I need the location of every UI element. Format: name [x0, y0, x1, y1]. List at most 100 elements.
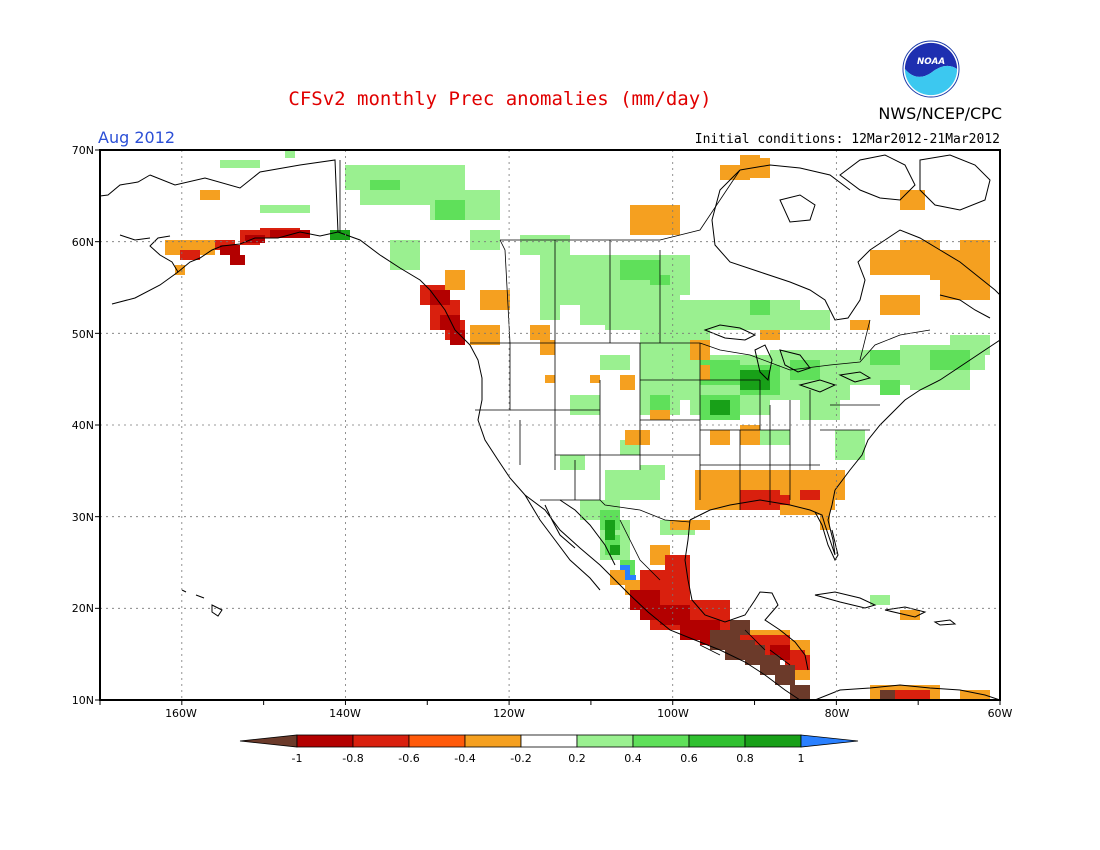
anomaly-cell	[540, 340, 555, 355]
legend-label: 0.4	[624, 752, 642, 765]
political-borders	[339, 160, 931, 666]
anomaly-cell	[600, 355, 630, 370]
logo-text: NOAA	[917, 57, 945, 67]
lon-label-60w: 60W	[988, 707, 1013, 720]
anomaly-cell	[545, 375, 555, 383]
anomaly-cell	[625, 430, 650, 445]
anomaly-cell	[165, 240, 215, 255]
anomaly-cell	[760, 310, 830, 330]
lat-label-30n: 30N	[72, 511, 94, 524]
anomaly-cell	[230, 255, 245, 265]
anomaly-cell	[740, 155, 760, 165]
anomaly-cell	[730, 620, 750, 635]
legend-left-arrow	[239, 734, 298, 748]
anomaly-cell	[520, 240, 560, 250]
anomaly-cell	[960, 690, 990, 700]
initial-conditions: Initial conditions: 12Mar2012-21Mar2012	[694, 132, 1000, 147]
anomaly-cell	[650, 410, 670, 420]
anomaly-cell	[760, 330, 780, 340]
anomaly-cell	[180, 250, 200, 260]
anomaly-cell	[800, 490, 820, 500]
anomaly-cell	[540, 300, 560, 320]
lon-label-80w: 80W	[825, 707, 850, 720]
anomaly-cell	[630, 205, 680, 235]
lat-label-50n: 50N	[72, 328, 94, 341]
legend-color-box	[464, 734, 522, 748]
anomaly-cell	[960, 240, 990, 250]
anomaly-cell	[800, 400, 840, 420]
legend-color-box	[352, 734, 410, 748]
anomaly-cell	[710, 400, 730, 415]
legend-color-box	[632, 734, 690, 748]
anomaly-cell	[640, 610, 660, 620]
legend-color-box	[576, 734, 634, 748]
anomaly-cell	[930, 250, 990, 280]
anomaly-cell	[640, 300, 710, 340]
anomaly-cell	[470, 325, 500, 345]
lat-label-70n: 70N	[72, 144, 94, 157]
anomaly-cell	[910, 690, 930, 700]
legend-label: -0.2	[510, 752, 531, 765]
anomaly-field	[165, 150, 990, 700]
anomaly-cell	[630, 590, 660, 610]
anomaly-cell	[720, 165, 750, 180]
legend-color-box	[744, 734, 802, 748]
anomaly-cell	[445, 270, 465, 290]
anomaly-cell	[200, 190, 220, 200]
anomaly-cell	[220, 245, 240, 255]
anomaly-cell	[450, 330, 465, 345]
legend-color-box	[688, 734, 746, 748]
anomaly-cell	[570, 395, 600, 415]
anomaly-cell	[880, 295, 920, 315]
anomaly-cell	[880, 690, 895, 700]
anomaly-cell	[775, 665, 795, 685]
anomaly-cell	[270, 230, 300, 238]
legend-color-box	[408, 734, 466, 748]
anomaly-cell	[610, 545, 620, 555]
legend-color-box	[296, 734, 354, 748]
lat-label-40n: 40N	[72, 419, 94, 432]
legend-label: 0.6	[680, 752, 698, 765]
anomaly-cell	[440, 315, 460, 330]
noaa-logo: NOAA	[902, 40, 960, 98]
anomaly-cell	[890, 690, 920, 700]
anomaly-cell	[750, 300, 770, 315]
anomaly-cell	[760, 430, 790, 445]
legend-label: -0.6	[398, 752, 419, 765]
anomaly-cell	[870, 350, 900, 365]
anomaly-cell	[700, 365, 710, 380]
anomaly-cell	[665, 555, 690, 575]
anomaly-cell	[940, 280, 990, 300]
anomaly-cell	[220, 160, 260, 168]
anomaly-cell	[330, 230, 350, 240]
anomaly-cell	[650, 395, 670, 410]
anomaly-cell	[740, 425, 760, 445]
anomaly-cell	[480, 290, 510, 310]
anomaly-cell	[605, 315, 625, 330]
legend-label: 0.2	[568, 752, 586, 765]
anomaly-cell	[590, 375, 600, 383]
lon-label-100w: 100W	[657, 707, 689, 720]
anomaly-cell	[605, 520, 615, 540]
lon-label-120w: 120W	[493, 707, 525, 720]
agency-label: NWS/NCEP/CPC	[878, 104, 1002, 123]
lon-label-160w: 160W	[165, 707, 197, 720]
anomaly-cell	[870, 595, 890, 605]
anomaly-cell	[850, 320, 870, 330]
legend-label: -1	[292, 752, 303, 765]
legend-label: 0.8	[736, 752, 754, 765]
anomaly-cell	[370, 180, 400, 190]
anomaly-cell	[710, 430, 730, 445]
anomaly-cell	[790, 685, 810, 700]
anomaly-cell	[620, 375, 635, 390]
axis-ticks	[95, 149, 1001, 705]
coastlines	[100, 154, 1000, 700]
legend-label: 1	[798, 752, 805, 765]
legend-label: -0.8	[342, 752, 363, 765]
legend-color-box	[520, 734, 578, 748]
anomaly-cell	[760, 495, 790, 505]
anomaly-cell	[820, 505, 830, 530]
anomaly-cell	[900, 610, 920, 620]
anomaly-cell	[435, 200, 465, 220]
